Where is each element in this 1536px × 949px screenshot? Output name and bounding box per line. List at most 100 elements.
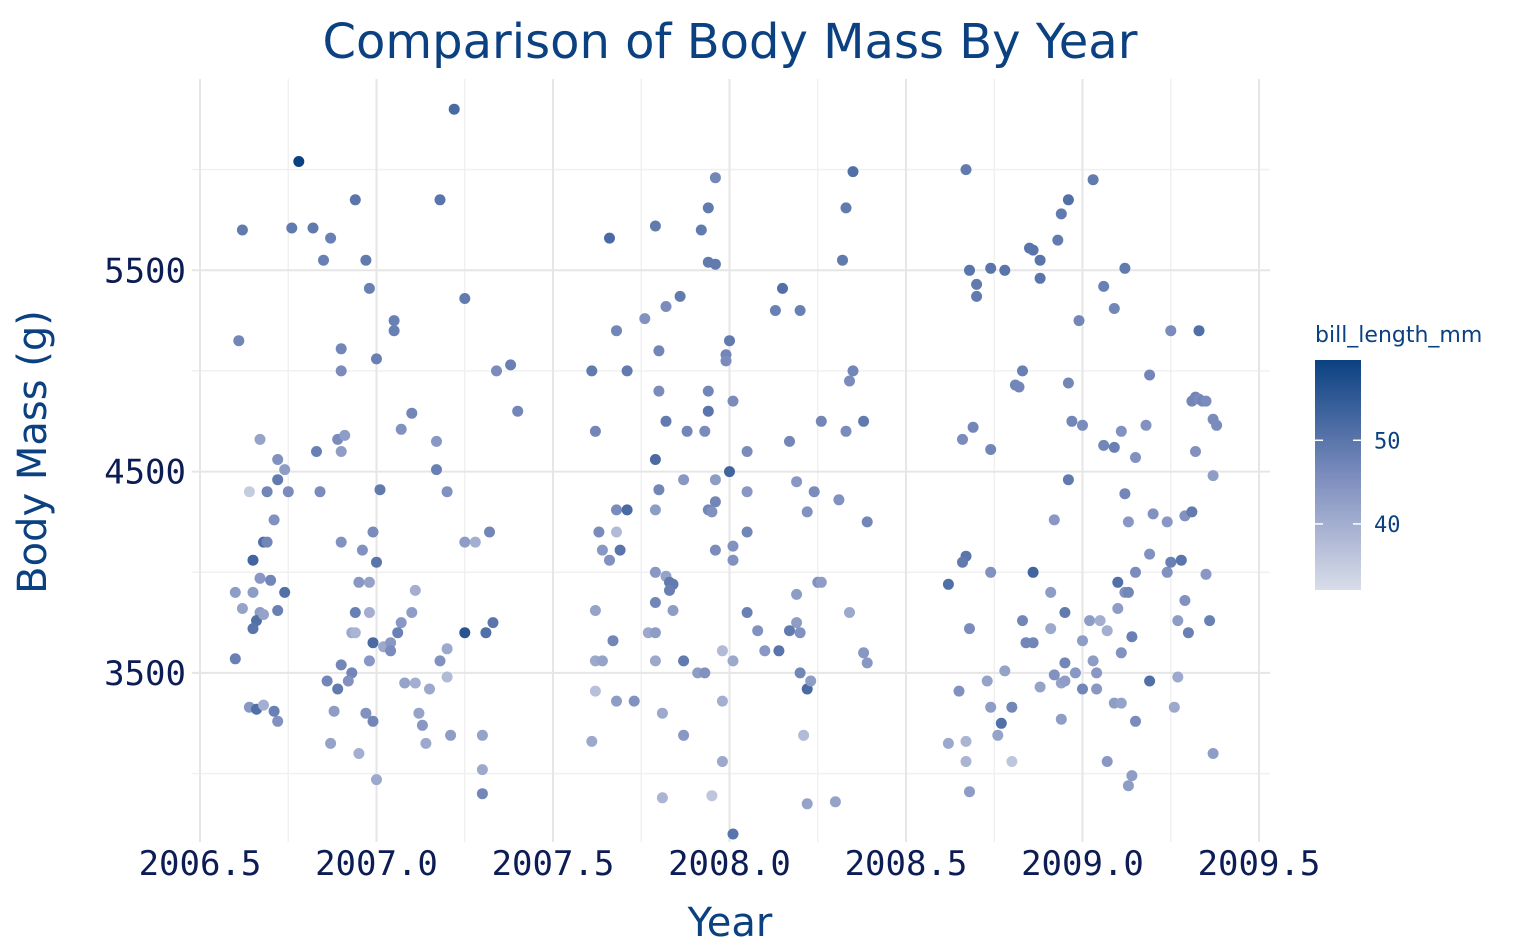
data-point [861, 516, 873, 528]
data-point [349, 194, 361, 206]
data-point [596, 544, 608, 556]
data-point [349, 627, 361, 639]
data-point [1062, 194, 1074, 206]
data-point [272, 715, 284, 727]
data-point [1059, 657, 1071, 669]
data-point [981, 675, 993, 687]
data-point [236, 224, 248, 236]
data-point [1091, 667, 1103, 679]
data-point [1112, 576, 1124, 588]
data-point [395, 617, 407, 629]
data-point [371, 353, 382, 365]
data-point [1024, 242, 1035, 254]
data-point [678, 729, 690, 741]
data-point [431, 435, 442, 447]
data-point [702, 385, 714, 397]
data-point [272, 454, 284, 465]
data-point [1200, 395, 1212, 407]
data-point [1168, 701, 1180, 713]
data-point [1147, 508, 1159, 520]
data-point [586, 735, 598, 747]
data-point [286, 222, 298, 234]
data-point [434, 194, 446, 206]
data-point [448, 103, 460, 115]
data-point [985, 701, 997, 713]
data-point [589, 685, 601, 697]
data-point [611, 504, 622, 516]
data-point [1077, 683, 1088, 695]
data-point [1013, 381, 1025, 393]
data-point [716, 695, 728, 707]
data-point [960, 735, 972, 747]
data-point [1059, 607, 1071, 618]
data-point [1115, 647, 1127, 659]
data-point [339, 429, 351, 441]
data-point [229, 586, 241, 598]
data-point [318, 254, 329, 266]
data-point [367, 526, 379, 538]
data-point [409, 584, 421, 596]
data-point [653, 484, 665, 496]
data-point [374, 484, 386, 496]
legend-title: bill_length_mm [1315, 323, 1482, 348]
data-point [487, 617, 499, 629]
data-point [660, 301, 672, 312]
data-point [709, 496, 721, 508]
data-point [695, 224, 707, 236]
data-point [233, 335, 245, 347]
data-point [1077, 419, 1088, 431]
data-point [395, 423, 407, 435]
data-point [1165, 556, 1177, 568]
data-point [664, 584, 675, 596]
data-point [261, 486, 273, 498]
data-point [808, 486, 820, 498]
data-point [1161, 566, 1173, 578]
data-point [741, 446, 753, 457]
points-layer [229, 103, 1223, 840]
data-point [656, 792, 668, 804]
data-point [815, 415, 827, 427]
data-point [611, 526, 622, 538]
data-point [268, 514, 280, 526]
data-point [459, 536, 471, 548]
data-point [1055, 208, 1067, 220]
y-tick-labels: 3500 4500 5500 [104, 251, 186, 694]
data-point [833, 494, 845, 506]
data-point [794, 667, 806, 679]
data-point [649, 655, 661, 667]
data-point [985, 262, 997, 274]
data-point [371, 774, 382, 786]
data-point [353, 748, 365, 759]
data-point [611, 695, 622, 707]
data-point [699, 425, 711, 437]
data-point [1207, 470, 1219, 482]
legend-tick-label: 50 [1374, 429, 1401, 454]
data-point [293, 156, 305, 167]
data-point [349, 607, 361, 618]
data-point [399, 677, 411, 689]
data-point [1126, 770, 1138, 782]
x-tick-label: 2008.5 [845, 844, 968, 884]
data-point [649, 220, 661, 232]
data-point [243, 486, 255, 498]
data-point [258, 609, 269, 620]
data-point [335, 446, 347, 457]
data-point [1098, 280, 1110, 292]
data-point [1186, 506, 1198, 518]
data-point [1069, 667, 1081, 679]
data-point [1062, 474, 1074, 486]
x-tick-label: 2007.5 [492, 844, 615, 884]
data-point [957, 433, 968, 445]
x-tick-label: 2009.5 [1198, 844, 1321, 884]
data-point [709, 258, 721, 270]
data-point [328, 705, 340, 717]
data-point [307, 222, 319, 234]
data-point [406, 407, 418, 419]
data-point [861, 657, 873, 669]
data-point [314, 486, 326, 498]
data-point [247, 586, 259, 598]
data-point [1140, 419, 1152, 431]
data-point [709, 474, 721, 486]
data-point [844, 607, 855, 618]
data-point [791, 476, 803, 488]
